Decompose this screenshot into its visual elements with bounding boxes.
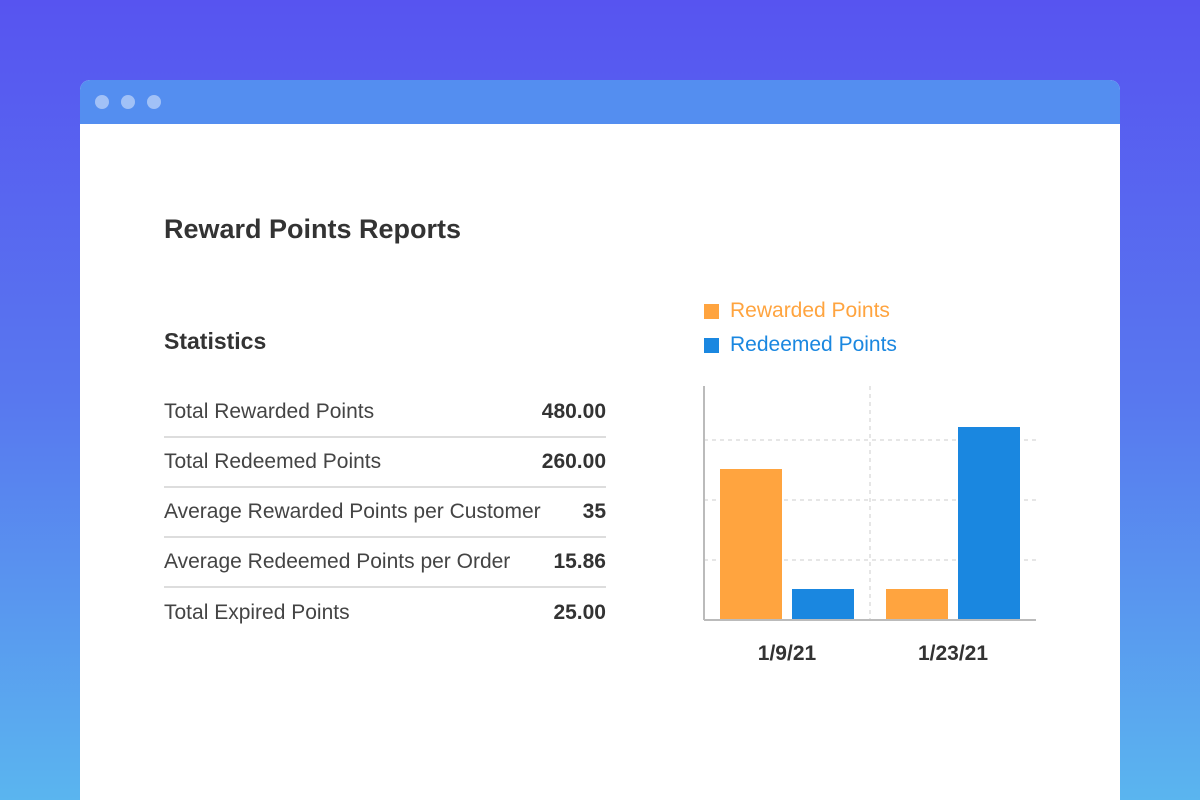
stat-label: Average Rewarded Points per Customer (164, 500, 541, 523)
chart-legend: Rewarded Points Redeemed Points (704, 294, 897, 362)
stat-value: 15.86 (553, 550, 606, 573)
stat-label: Total Expired Points (164, 601, 350, 624)
window-dot-icon (121, 95, 135, 109)
bar-redeemed-points-0 (792, 589, 854, 619)
window-dot-icon (147, 95, 161, 109)
stat-value: 260.00 (541, 450, 606, 473)
stat-label: Average Redeemed Points per Order (164, 550, 511, 573)
bar-rewarded-points-1 (886, 589, 948, 619)
stat-row-avg-rewarded: Average Rewarded Points per Customer 35 (164, 488, 606, 538)
stat-value: 480.00 (541, 400, 606, 423)
statistics-table: Total Rewarded Points 480.00 Total Redee… (164, 388, 606, 638)
stat-value: 25.00 (553, 601, 606, 624)
stat-label: Total Rewarded Points (164, 400, 375, 423)
window-dot-icon (95, 95, 109, 109)
window-titlebar (80, 80, 1120, 124)
stat-row-avg-redeemed: Average Redeemed Points per Order 15.86 (164, 538, 606, 588)
page-title: Reward Points Reports (164, 214, 462, 244)
legend-swatch-rewarded (704, 303, 719, 319)
legend-item-redeemed: Redeemed Points (704, 328, 897, 362)
legend-label-redeemed: Redeemed Points (730, 333, 897, 356)
x-tick-label: 1/23/21 (918, 642, 988, 665)
bar-redeemed-points-1 (958, 427, 1020, 619)
browser-window: Reward Points Reports Statistics Total R… (80, 80, 1120, 800)
statistics-heading: Statistics (164, 328, 267, 354)
stat-value: 35 (582, 500, 606, 523)
stat-row-total-expired: Total Expired Points 25.00 (164, 588, 606, 638)
stat-row-total-redeemed: Total Redeemed Points 260.00 (164, 438, 606, 488)
points-bar-chart: 1/9/21 1/23/21 (703, 386, 1036, 665)
legend-swatch-redeemed (704, 337, 719, 353)
legend-label-rewarded: Rewarded Points (730, 299, 890, 322)
x-tick-label: 1/9/21 (758, 642, 817, 665)
stat-row-total-rewarded: Total Rewarded Points 480.00 (164, 388, 606, 438)
legend-item-rewarded: Rewarded Points (704, 294, 897, 328)
stat-label: Total Redeemed Points (164, 450, 382, 473)
bar-rewarded-points-0 (720, 469, 782, 619)
